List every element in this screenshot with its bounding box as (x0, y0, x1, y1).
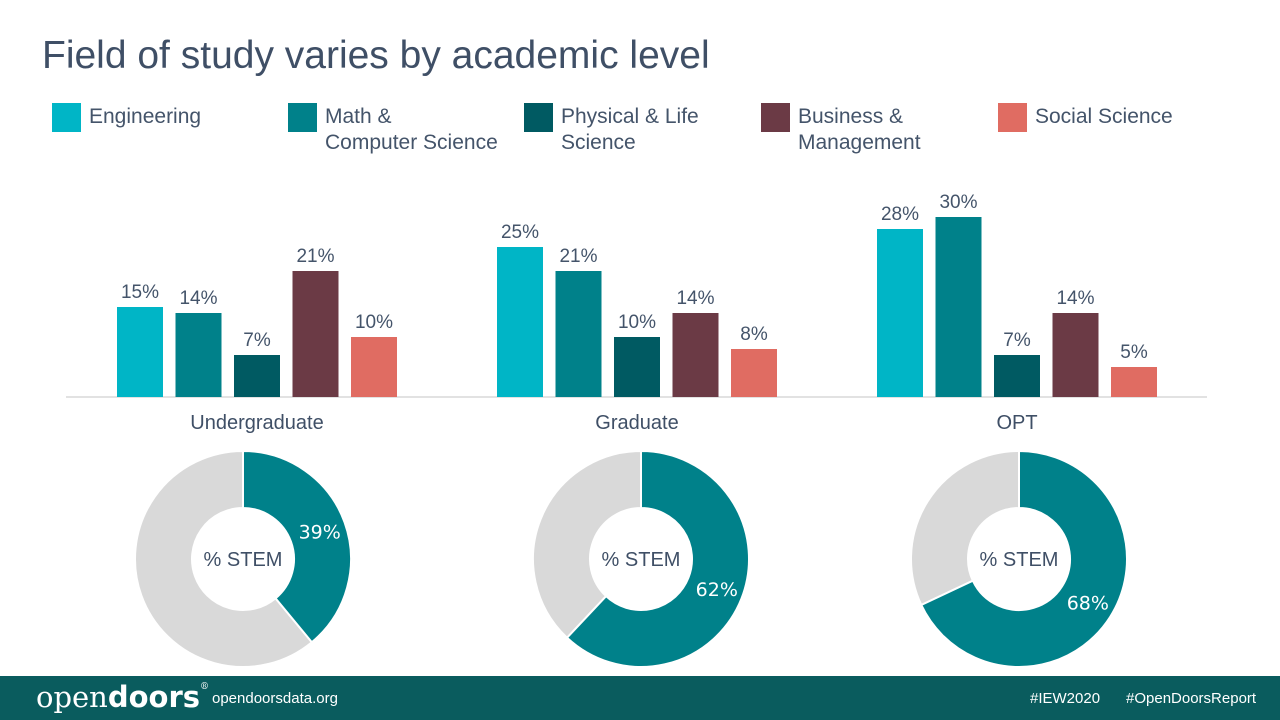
footer-bar: opendoors® opendoorsdata.org #IEW2020 #O… (0, 676, 1280, 720)
bar-data-label: 14% (676, 288, 714, 309)
bar-graduate-engineering (497, 247, 543, 397)
donut-value-label: 62% (696, 579, 738, 601)
bar-undergraduate-engineering (117, 307, 163, 397)
bar-data-label: 7% (1003, 330, 1031, 351)
donut-undergraduate-non-stem-slice (134, 449, 314, 668)
category-label-undergraduate: Undergraduate (190, 412, 323, 434)
bar-data-label: 21% (296, 246, 334, 267)
bar-opt-physical-life-science (994, 355, 1040, 397)
bar-data-label: 8% (740, 324, 768, 345)
category-label-graduate: Graduate (595, 412, 678, 434)
category-label-opt: OPT (996, 412, 1037, 434)
legend-label: Social Science (1035, 105, 1173, 128)
bar-data-label: 14% (179, 288, 217, 309)
legend-swatch (998, 103, 1027, 132)
bar-opt-social-science (1111, 367, 1157, 397)
bar-data-label: 25% (501, 222, 539, 243)
legend-label: Business & Management (798, 105, 921, 154)
bar-data-label: 10% (618, 312, 656, 333)
legend-item-social-science: Social Science (998, 103, 1173, 132)
donut-center-label: % STEM (980, 549, 1059, 571)
chart-area: 15% 14% 7% 21% 10% Undergraduate 25% 21% 10% 14% 8… (66, 192, 1207, 668)
page-title: Field of study varies by academic level (42, 34, 710, 77)
bar-graduate-math-computer-science (555, 271, 602, 397)
legend-item-engineering: Engineering (52, 103, 201, 132)
bar-graduate-physical-life-science (614, 337, 660, 397)
bar-data-label: 14% (1056, 288, 1094, 309)
bar-data-label: 10% (355, 312, 393, 333)
donut-value-label: 68% (1067, 593, 1109, 615)
legend-swatch (524, 103, 553, 132)
bar-opt-business-management (1052, 313, 1099, 397)
bar-graduate-business-management (672, 313, 719, 397)
bar-undergraduate-physical-life-science (234, 355, 280, 397)
legend-label: Math & Computer Science (325, 105, 498, 154)
donut-opt-non-stem-slice (910, 449, 1020, 607)
legend-item-physical-life: Physical & Life Science (524, 103, 699, 156)
bar-data-label: 5% (1120, 342, 1148, 363)
donut-center-label: % STEM (204, 549, 283, 571)
bar-data-label: 28% (881, 204, 919, 225)
bar-opt-engineering (877, 229, 923, 397)
legend-item-business: Business & Management (761, 103, 921, 156)
opendoors-logo[interactable]: opendoors® (36, 680, 210, 714)
bar-graduate-social-science (731, 349, 777, 397)
bar-data-label: 30% (939, 192, 977, 213)
legend-label: Engineering (89, 105, 202, 128)
donut-value-label: 39% (299, 521, 341, 543)
legend-item-math-cs: Math & Computer Science (288, 103, 498, 156)
bar-undergraduate-business-management (292, 271, 339, 397)
legend-swatch (52, 103, 81, 132)
bar-undergraduate-math-computer-science (175, 313, 222, 397)
legend-swatch (761, 103, 790, 132)
legend-swatch (288, 103, 317, 132)
legend-label: Physical & Life Science (561, 105, 699, 154)
bar-undergraduate-social-science (351, 337, 397, 397)
footer-hashtag-iew: #IEW2020 (1030, 690, 1101, 707)
donut-undergraduate-stem-slice (242, 449, 352, 644)
bar-data-label: 7% (243, 330, 271, 351)
donut-graduate-stem-slice (565, 449, 750, 668)
bar-data-label: 15% (121, 282, 159, 303)
donut-graduate-non-stem-slice (532, 449, 642, 640)
bar-data-label: 21% (559, 246, 597, 267)
footer-hashtag-report: #OpenDoorsReport (1126, 690, 1257, 707)
footer-site-link[interactable]: opendoorsdata.org (212, 690, 338, 707)
bar-opt-math-computer-science (935, 217, 982, 397)
donut-center-label: % STEM (602, 549, 681, 571)
donut-opt-stem-slice (919, 449, 1128, 668)
